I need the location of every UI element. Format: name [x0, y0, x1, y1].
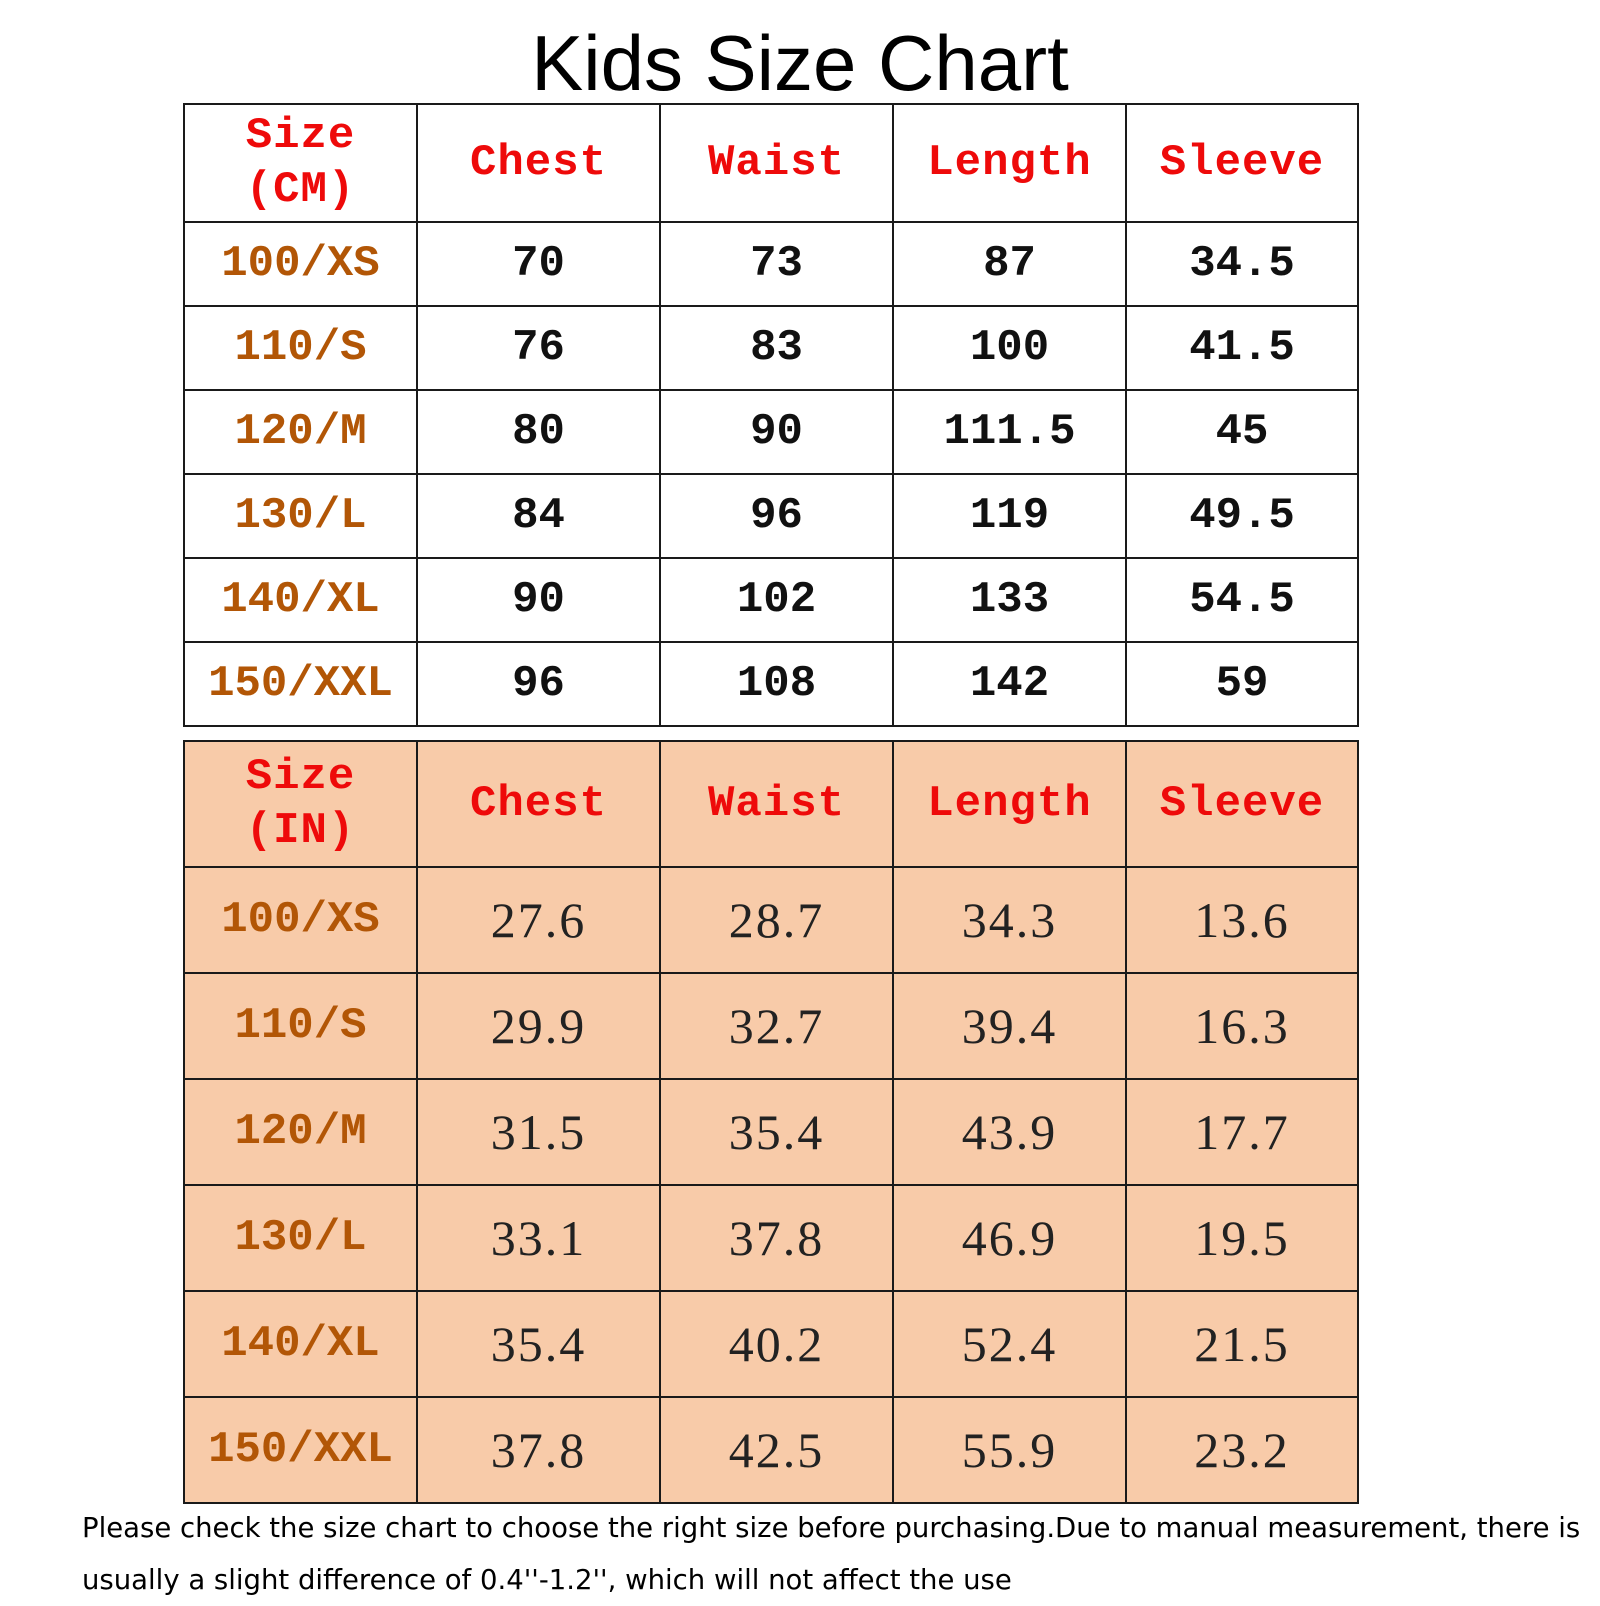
- table-row: 130/L 84 96 119 49.5: [183, 473, 1359, 559]
- waist-cell: 32.7: [659, 972, 894, 1080]
- chest-cell: 96: [416, 641, 661, 727]
- size-cell: 100/XS: [183, 221, 418, 307]
- table-row: 130/L 33.1 37.8 46.9 19.5: [183, 1184, 1359, 1292]
- waist-cell: 40.2: [659, 1290, 894, 1398]
- waist-cell: 37.8: [659, 1184, 894, 1292]
- waist-column-header: Waist: [659, 103, 894, 223]
- waist-cell: 96: [659, 473, 894, 559]
- chest-cell: 37.8: [416, 1396, 661, 1504]
- size-cell: 110/S: [183, 972, 418, 1080]
- waist-cell: 42.5: [659, 1396, 894, 1504]
- waist-cell: 108: [659, 641, 894, 727]
- sleeve-cell: 59: [1125, 641, 1359, 727]
- length-cell: 119: [892, 473, 1127, 559]
- waist-column-header: Waist: [659, 740, 894, 868]
- table-row: 150/XXL 37.8 42.5 55.9 23.2: [183, 1396, 1359, 1504]
- length-cell: 43.9: [892, 1078, 1127, 1186]
- sleeve-cell: 41.5: [1125, 305, 1359, 391]
- table-row: 120/M 80 90 111.5 45: [183, 389, 1359, 475]
- size-cell: 140/XL: [183, 1290, 418, 1398]
- chest-cell: 35.4: [416, 1290, 661, 1398]
- length-column-header: Length: [892, 103, 1127, 223]
- length-cell: 34.3: [892, 866, 1127, 974]
- table-header-row: Size (CM) Chest Waist Length Sleeve: [183, 103, 1359, 223]
- chest-column-header: Chest: [416, 103, 661, 223]
- length-cell: 100: [892, 305, 1127, 391]
- waist-cell: 28.7: [659, 866, 894, 974]
- length-column-header: Length: [892, 740, 1127, 868]
- length-cell: 39.4: [892, 972, 1127, 1080]
- chest-cell: 31.5: [416, 1078, 661, 1186]
- chest-cell: 70: [416, 221, 661, 307]
- sleeve-cell: 19.5: [1125, 1184, 1359, 1292]
- table-row: 120/M 31.5 35.4 43.9 17.7: [183, 1078, 1359, 1186]
- size-header-label: Size: [245, 752, 356, 802]
- size-cell: 150/XXL: [183, 641, 418, 727]
- sleeve-cell: 21.5: [1125, 1290, 1359, 1398]
- page-title: Kids Size Chart: [531, 19, 1069, 107]
- sleeve-cell: 16.3: [1125, 972, 1359, 1080]
- table-header-row: Size (IN) Chest Waist Length Sleeve: [183, 740, 1359, 868]
- length-cell: 133: [892, 557, 1127, 643]
- size-cell: 130/L: [183, 1184, 418, 1292]
- chest-cell: 76: [416, 305, 661, 391]
- table-row: 100/XS 70 73 87 34.5: [183, 221, 1359, 307]
- size-cell: 130/L: [183, 473, 418, 559]
- size-column-header: Size (IN): [183, 740, 418, 868]
- sleeve-cell: 49.5: [1125, 473, 1359, 559]
- length-cell: 46.9: [892, 1184, 1127, 1292]
- waist-cell: 90: [659, 389, 894, 475]
- size-header-label: Size: [245, 111, 356, 161]
- unit-label: (IN): [245, 806, 356, 856]
- sleeve-column-header: Sleeve: [1125, 740, 1359, 868]
- table-row: 140/XL 35.4 40.2 52.4 21.5: [183, 1290, 1359, 1398]
- sleeve-cell: 54.5: [1125, 557, 1359, 643]
- chest-column-header: Chest: [416, 740, 661, 868]
- waist-cell: 73: [659, 221, 894, 307]
- size-cell: 120/M: [183, 1078, 418, 1186]
- sleeve-cell: 45: [1125, 389, 1359, 475]
- sleeve-cell: 17.7: [1125, 1078, 1359, 1186]
- chest-cell: 33.1: [416, 1184, 661, 1292]
- table-row: 110/S 76 83 100 41.5: [183, 305, 1359, 391]
- size-table-in: Size (IN) Chest Waist Length Sleeve 100/X…: [183, 740, 1359, 1504]
- unit-label: (CM): [245, 165, 356, 215]
- size-table-cm: Size (CM) Chest Waist Length Sleeve 100/X…: [183, 103, 1359, 727]
- measurement-note: Please check the size chart to choose th…: [82, 1512, 1581, 1596]
- chest-cell: 90: [416, 557, 661, 643]
- length-cell: 111.5: [892, 389, 1127, 475]
- chest-cell: 27.6: [416, 866, 661, 974]
- size-cell: 110/S: [183, 305, 418, 391]
- size-cell: 140/XL: [183, 557, 418, 643]
- table-row: 140/XL 90 102 133 54.5: [183, 557, 1359, 643]
- waist-cell: 35.4: [659, 1078, 894, 1186]
- length-cell: 52.4: [892, 1290, 1127, 1398]
- sleeve-cell: 13.6: [1125, 866, 1359, 974]
- chest-cell: 29.9: [416, 972, 661, 1080]
- chest-cell: 84: [416, 473, 661, 559]
- sleeve-cell: 34.5: [1125, 221, 1359, 307]
- sleeve-cell: 23.2: [1125, 1396, 1359, 1504]
- size-column-header: Size (CM): [183, 103, 418, 223]
- size-cell: 120/M: [183, 389, 418, 475]
- size-cell: 150/XXL: [183, 1396, 418, 1504]
- length-cell: 55.9: [892, 1396, 1127, 1504]
- sleeve-column-header: Sleeve: [1125, 103, 1359, 223]
- chest-cell: 80: [416, 389, 661, 475]
- waist-cell: 83: [659, 305, 894, 391]
- table-row: 150/XXL 96 108 142 59: [183, 641, 1359, 727]
- length-cell: 142: [892, 641, 1127, 727]
- length-cell: 87: [892, 221, 1127, 307]
- table-row: 110/S 29.9 32.7 39.4 16.3: [183, 972, 1359, 1080]
- size-cell: 100/XS: [183, 866, 418, 974]
- table-row: 100/XS 27.6 28.7 34.3 13.6: [183, 866, 1359, 974]
- waist-cell: 102: [659, 557, 894, 643]
